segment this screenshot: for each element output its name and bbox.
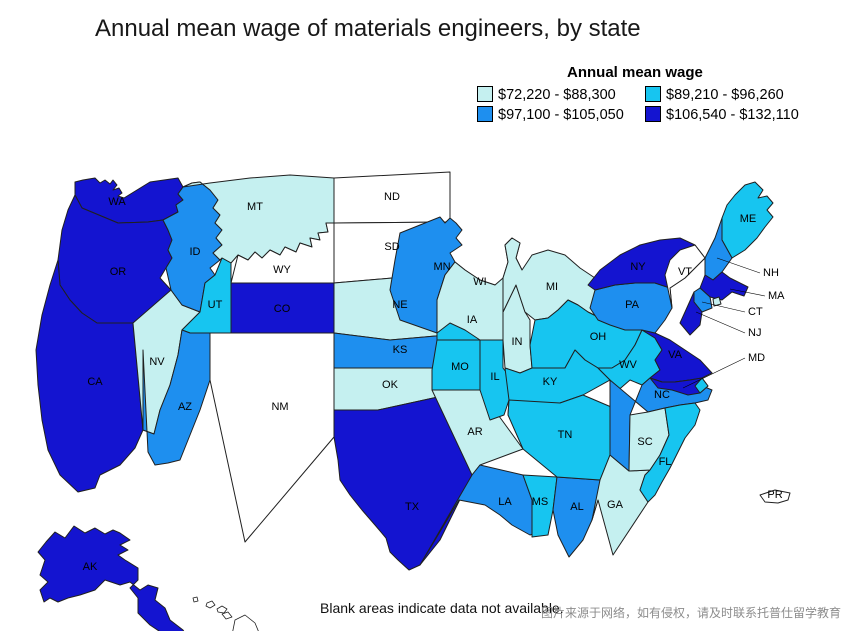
svg-text:IN: IN <box>512 336 523 348</box>
svg-text:NC: NC <box>654 389 670 401</box>
svg-text:MA: MA <box>768 290 785 302</box>
svg-text:VA: VA <box>668 349 683 361</box>
svg-text:IA: IA <box>467 314 478 326</box>
svg-text:OR: OR <box>110 266 127 278</box>
svg-text:WV: WV <box>619 359 637 371</box>
svg-text:MS: MS <box>532 496 549 508</box>
svg-text:NE: NE <box>392 299 407 311</box>
svg-text:NH: NH <box>763 267 779 279</box>
svg-text:PR: PR <box>767 489 782 501</box>
svg-text:WI: WI <box>473 276 486 288</box>
svg-text:TN: TN <box>558 429 573 441</box>
svg-text:VT: VT <box>678 266 692 278</box>
svg-text:WY: WY <box>273 264 291 276</box>
svg-text:ME: ME <box>740 213 757 225</box>
svg-text:NJ: NJ <box>748 327 761 339</box>
svg-text:CT: CT <box>748 306 763 318</box>
svg-text:PA: PA <box>625 299 640 311</box>
svg-text:MN: MN <box>433 261 450 273</box>
svg-text:NM: NM <box>271 401 288 413</box>
svg-text:OK: OK <box>382 379 399 391</box>
svg-text:SD: SD <box>384 241 399 253</box>
svg-text:NV: NV <box>149 356 165 368</box>
svg-text:CO: CO <box>274 303 291 315</box>
svg-text:IL: IL <box>490 371 499 383</box>
svg-text:MO: MO <box>451 361 469 373</box>
svg-text:SC: SC <box>637 436 652 448</box>
svg-text:MD: MD <box>748 352 765 364</box>
svg-text:MT: MT <box>247 201 263 213</box>
svg-text:AR: AR <box>467 426 482 438</box>
svg-text:AL: AL <box>570 501 583 513</box>
svg-text:FL: FL <box>659 456 672 468</box>
svg-text:KY: KY <box>543 376 558 388</box>
svg-text:OH: OH <box>590 331 607 343</box>
svg-text:GA: GA <box>607 499 624 511</box>
svg-text:CA: CA <box>87 376 103 388</box>
svg-text:NY: NY <box>630 261 646 273</box>
svg-text:AZ: AZ <box>178 401 192 413</box>
svg-text:UT: UT <box>208 299 223 311</box>
svg-text:WA: WA <box>108 196 126 208</box>
svg-text:ND: ND <box>384 191 400 203</box>
svg-text:LA: LA <box>498 496 512 508</box>
svg-text:KS: KS <box>393 344 408 356</box>
svg-text:ID: ID <box>190 246 201 258</box>
svg-text:TX: TX <box>405 501 420 513</box>
svg-text:MI: MI <box>546 281 558 293</box>
svg-text:AK: AK <box>83 561 98 573</box>
